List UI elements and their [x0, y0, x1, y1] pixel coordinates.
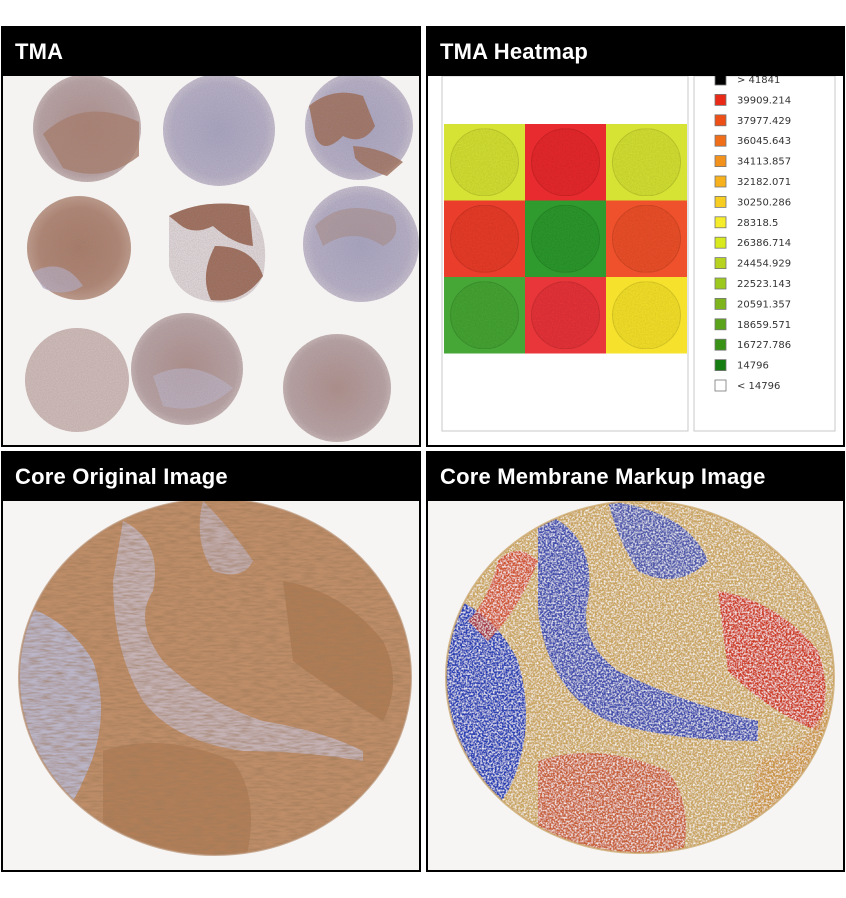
- legend-entry: > 41841: [714, 76, 780, 86]
- legend-entry: 39909.214: [714, 93, 791, 106]
- legend-label: 36045.643: [737, 136, 791, 147]
- heatmap-cell[interactable]: [606, 277, 687, 354]
- legend-entry: 28318.5: [714, 216, 778, 229]
- legend-swatch: [714, 236, 727, 249]
- legend-entry: 24454.929: [714, 257, 791, 270]
- legend-entry: 32182.071: [714, 175, 791, 188]
- legend-entry: 36045.643: [714, 134, 791, 147]
- legend-entry: 14796: [714, 359, 769, 372]
- legend-swatch: [714, 338, 727, 351]
- legend-swatch: [714, 277, 727, 290]
- legend-label: 20591.357: [737, 299, 791, 310]
- legend-label: 22523.143: [737, 279, 791, 290]
- heatmap-cell[interactable]: [606, 124, 687, 201]
- legend-entry: < 14796: [714, 379, 780, 392]
- tma-panel: TMA: [1, 26, 421, 447]
- legend-label: 32182.071: [737, 177, 791, 188]
- tma-core[interactable]: [131, 313, 243, 425]
- legend-swatch: [714, 175, 727, 188]
- legend-swatch: [714, 114, 727, 127]
- core-markup-image[interactable]: [428, 501, 843, 870]
- legend-entry: 20591.357: [714, 297, 791, 310]
- heatmap-cell[interactable]: [525, 124, 606, 201]
- legend-label: 18659.571: [737, 320, 791, 331]
- core-original-panel: Core Original Image: [1, 451, 421, 872]
- heatmap-cell[interactable]: [444, 200, 525, 278]
- legend-label: 28318.5: [737, 218, 778, 229]
- core-markup-panel-title: Core Membrane Markup Image: [428, 453, 843, 501]
- legend-entry: 18659.571: [714, 318, 791, 331]
- legend-swatch: [714, 76, 727, 86]
- legend-label: > 41841: [737, 76, 780, 86]
- legend-label: < 14796: [737, 381, 780, 392]
- tma-core[interactable]: [33, 76, 141, 182]
- legend-label: 39909.214: [737, 95, 791, 106]
- tma-panel-title: TMA: [3, 28, 419, 76]
- legend-label: 24454.929: [737, 259, 791, 270]
- tma-core[interactable]: [303, 186, 419, 302]
- heatmap-cell[interactable]: [525, 200, 606, 278]
- legend-swatch: [714, 379, 727, 392]
- heatmap-view[interactable]: > 41841 39909.214 37977.429 36045.643 34113.…: [428, 76, 843, 445]
- tma-core[interactable]: [169, 203, 266, 303]
- legend-swatch: [714, 196, 727, 208]
- legend-label: 14796: [737, 361, 769, 372]
- heatmap-panel-title: TMA Heatmap: [428, 28, 843, 76]
- legend-label: 30250.286: [737, 197, 791, 208]
- core-original-image[interactable]: [3, 501, 419, 870]
- legend-swatch: [714, 93, 727, 106]
- heatmap-cell[interactable]: [606, 200, 687, 278]
- core-markup-panel: Core Membrane Markup Image: [426, 451, 845, 872]
- tma-core[interactable]: [27, 196, 131, 300]
- heatmap-cell[interactable]: [525, 277, 606, 354]
- tma-core[interactable]: [283, 334, 391, 442]
- core-original-panel-title: Core Original Image: [3, 453, 419, 501]
- tma-core[interactable]: [25, 328, 129, 432]
- legend-swatch: [714, 297, 727, 310]
- legend-swatch: [714, 134, 727, 147]
- legend-label: 37977.429: [737, 116, 791, 127]
- heatmap-legend-frame: [693, 76, 836, 432]
- legend-swatch: [714, 155, 727, 167]
- legend-swatch: [714, 359, 727, 372]
- legend-label: 16727.786: [737, 340, 791, 351]
- tma-core[interactable]: [305, 76, 413, 180]
- legend-entry: 26386.714: [714, 236, 791, 249]
- legend-label: 34113.857: [737, 157, 791, 168]
- legend-entry: 34113.857: [714, 155, 791, 168]
- tma-core[interactable]: [163, 76, 275, 186]
- heatmap-cell[interactable]: [444, 277, 525, 354]
- tma-image[interactable]: [3, 76, 419, 445]
- legend-swatch: [714, 216, 727, 229]
- heatmap-panel: TMA Heatmap > 41841 39909.214 37977.429 360…: [426, 26, 845, 447]
- legend-entry: 30250.286: [714, 196, 791, 208]
- legend-entry: 16727.786: [714, 338, 791, 351]
- legend-swatch: [714, 257, 727, 270]
- legend-swatch: [714, 318, 727, 331]
- legend-entry: 37977.429: [714, 114, 791, 127]
- heatmap-cell[interactable]: [444, 124, 525, 201]
- legend-label: 26386.714: [737, 238, 791, 249]
- legend-entry: 22523.143: [714, 277, 791, 290]
